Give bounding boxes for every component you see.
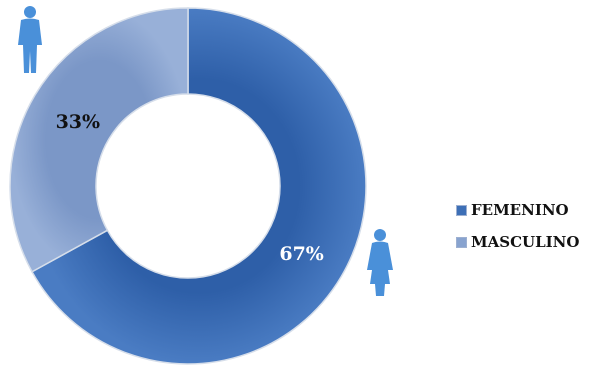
slice-masculino — [9, 7, 189, 273]
legend-item-femenino: FEMENINO — [456, 200, 579, 220]
person-icon — [367, 229, 393, 296]
legend-label-masculino: MASCULINO — [471, 233, 580, 251]
data-label-femenino: 67% — [279, 243, 324, 265]
legend: FEMENINO MASCULINO — [456, 200, 579, 264]
data-label-masculino: 33% — [56, 111, 101, 133]
legend-item-masculino: MASCULINO — [456, 232, 579, 252]
slice-femenino — [30, 7, 367, 365]
legend-swatch-masculino — [456, 236, 467, 248]
legend-swatch-femenino — [456, 204, 467, 216]
donut-chart: 67% 33% — [9, 7, 367, 365]
person-icon — [18, 6, 42, 73]
legend-label-femenino: FEMENINO — [471, 201, 569, 219]
